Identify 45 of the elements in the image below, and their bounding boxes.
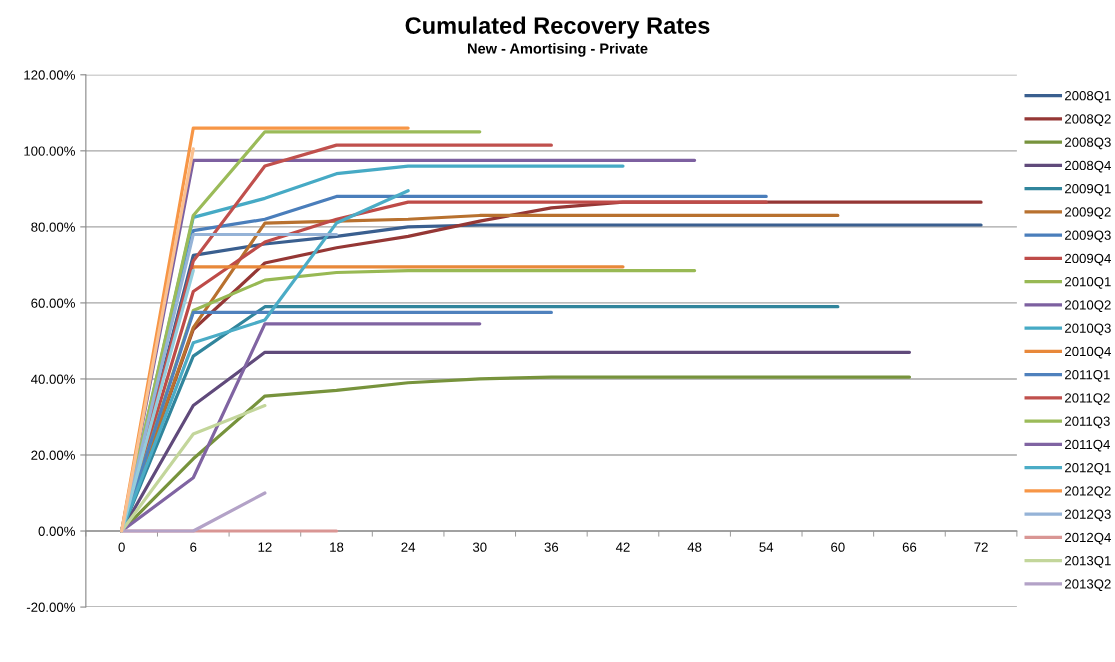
y-tick-label: 100.00% [24,146,75,156]
legend-label: 2012Q1 [1065,463,1111,475]
x-tick-label: 18 [330,542,344,552]
legend-label: 2010Q1 [1065,277,1111,289]
y-tick-label: 120.00% [24,70,75,80]
y-tick-label: 20.00% [31,450,75,460]
y-tick-label: 0.00% [38,526,75,536]
y-tick-label: 40.00% [30,374,75,384]
legend-label: 2011Q4 [1065,439,1110,452]
legend-label: 2012Q3 [1065,509,1111,522]
legend-label: 2013Q2 [1065,579,1111,591]
x-tick-label: 24 [401,542,416,552]
legend-label: 2011Q1 [1065,370,1110,382]
chart-subtitle: New - Amortising - Private [467,43,648,57]
x-tick-label: 42 [615,542,630,552]
x-tick-label: 36 [544,542,559,552]
legend-label: 2008Q4 [1065,160,1111,173]
x-tick-label: 0 [118,542,125,552]
legend-label: 2008Q2 [1065,114,1111,126]
x-tick-label: 54 [759,542,774,552]
x-tick-label: 12 [258,542,272,552]
chart-title: Cumulated Recovery Rates [405,16,710,39]
legend-label: 2013Q1 [1065,556,1111,568]
legend-label: 2010Q2 [1065,300,1111,312]
x-tick-label: 66 [902,542,917,552]
x-tick-label: 60 [831,542,845,552]
y-tick-label: 80.00% [31,222,75,232]
legend-label: 2011Q2 [1065,393,1110,405]
legend-label: 2010Q3 [1065,323,1111,336]
y-tick-label: -20.00% [26,602,75,612]
legend-label: 2009Q1 [1065,184,1111,196]
legend-label: 2008Q1 [1065,90,1111,103]
legend-label: 2011Q3 [1065,416,1110,429]
legend-label: 2009Q4 [1065,253,1111,266]
x-tick-label: 30 [472,542,487,552]
y-tick-label: 60.00% [31,298,75,308]
legend-label: 2008Q3 [1065,137,1111,150]
x-tick-label: 48 [687,542,702,552]
legend-label: 2009Q3 [1065,230,1111,243]
legend-label: 2012Q2 [1065,486,1111,498]
legend-label: 2009Q2 [1065,207,1111,219]
legend-label: 2010Q4 [1065,346,1111,359]
x-tick-label: 72 [974,542,988,552]
x-tick-label: 6 [190,542,197,552]
legend-label: 2012Q4 [1065,532,1111,545]
